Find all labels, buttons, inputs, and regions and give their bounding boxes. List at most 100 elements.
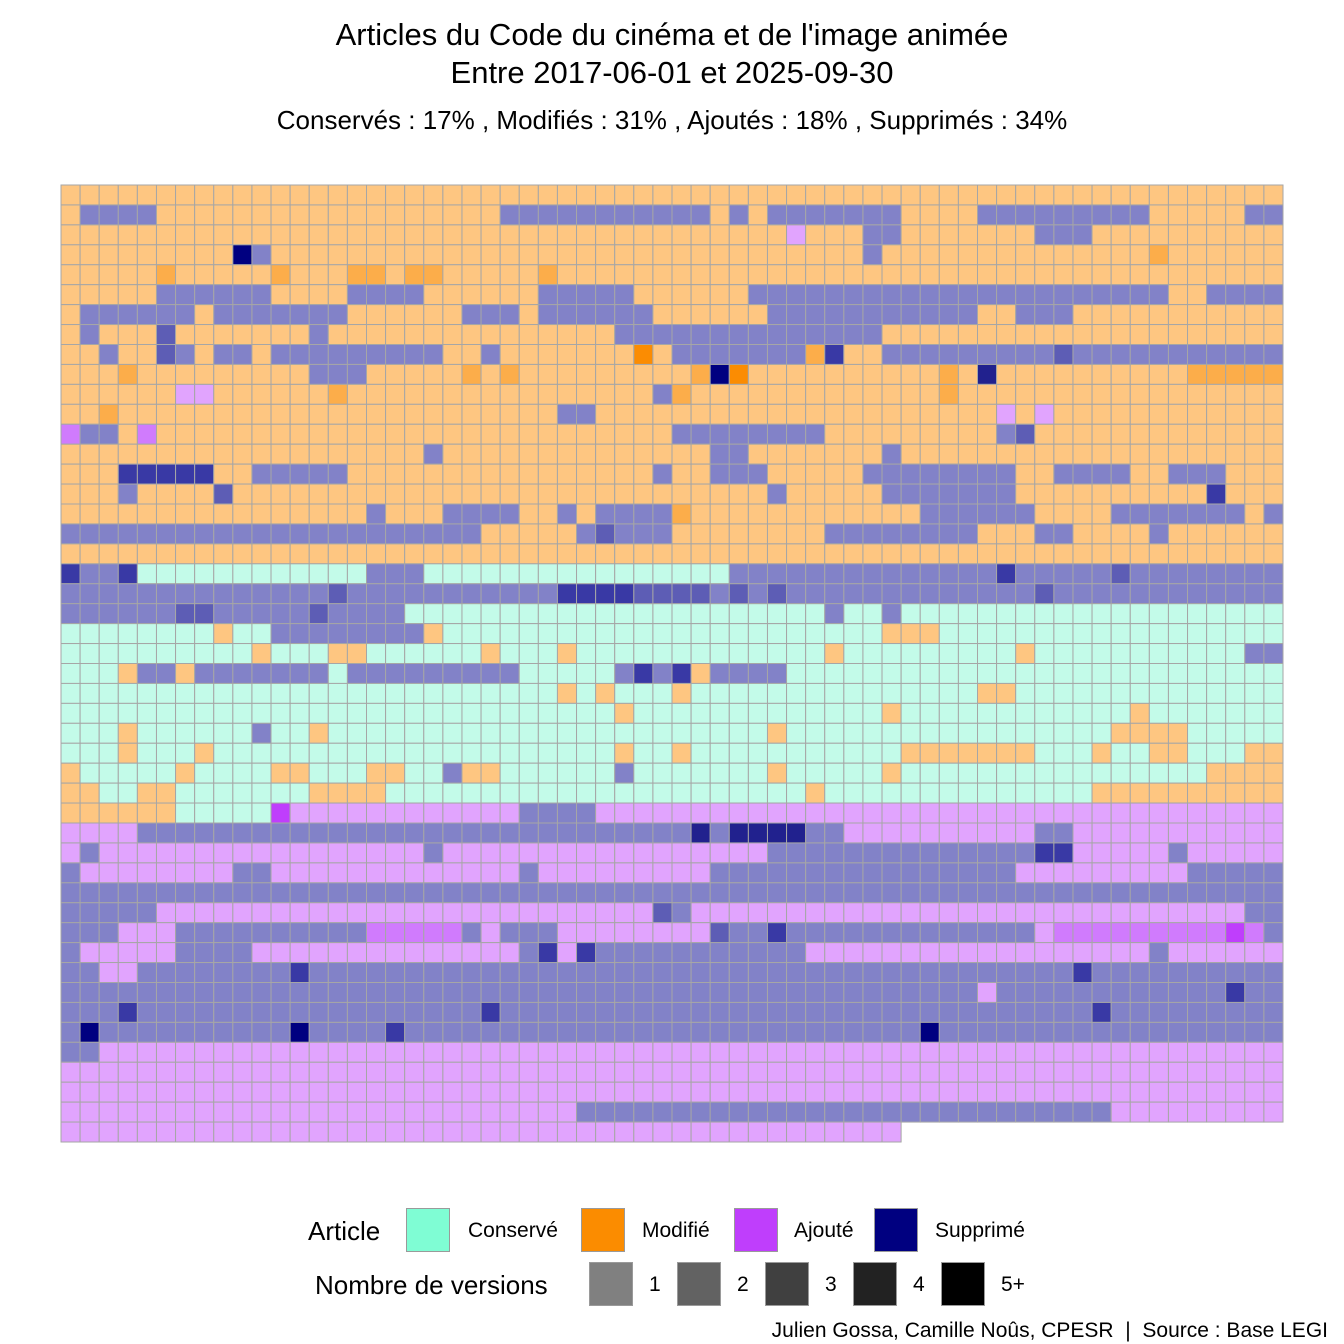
article-cell <box>385 962 406 983</box>
article-cell <box>709 742 730 764</box>
article-cell <box>900 902 921 924</box>
article-cell <box>366 842 387 864</box>
article-cell <box>786 603 807 625</box>
article-cell <box>366 324 387 345</box>
article-cell <box>900 782 921 804</box>
article-cell <box>79 822 100 844</box>
article-cell <box>576 284 597 306</box>
article-cell <box>1072 762 1093 784</box>
article-cell <box>919 184 940 206</box>
article-cell <box>1053 264 1074 286</box>
article-cell <box>862 982 883 1003</box>
article-cell <box>633 204 654 226</box>
article-cell <box>957 583 978 605</box>
article-cell <box>900 483 921 505</box>
article-cell <box>786 563 807 585</box>
article-cell <box>366 563 387 585</box>
article-cell <box>308 1041 329 1063</box>
article-cell <box>824 663 845 684</box>
article-cell <box>1148 403 1169 425</box>
article-cell <box>728 942 749 964</box>
article-cell <box>595 762 616 784</box>
article-cell <box>1225 344 1246 365</box>
article-cell <box>385 363 406 385</box>
article-cell <box>576 363 597 385</box>
article-cell <box>1110 663 1131 684</box>
article-cell <box>824 264 845 286</box>
article-cell <box>977 643 998 664</box>
article-cell <box>461 922 482 944</box>
article-cell <box>824 463 845 485</box>
article-cell <box>1015 324 1036 345</box>
article-cell <box>766 802 788 824</box>
article-cell <box>1206 702 1227 724</box>
article-cell <box>98 623 119 645</box>
article-cell <box>461 403 482 425</box>
article-cell <box>1110 982 1131 1003</box>
article-cell <box>480 1001 501 1023</box>
article-cell <box>346 324 368 345</box>
article-cell <box>270 942 291 964</box>
article-cell <box>843 224 864 246</box>
article-cell <box>919 264 940 286</box>
article-cell <box>232 802 253 824</box>
article-cell <box>232 583 253 605</box>
article-cell <box>919 423 940 445</box>
article-cell <box>614 1021 635 1043</box>
article-cell <box>938 284 959 306</box>
article-cell <box>194 902 215 924</box>
chart-title-line-1: Articles du Code du cinéma et de l'image… <box>335 17 1009 52</box>
article-cell <box>595 543 616 565</box>
article-cell <box>938 623 959 645</box>
article-cell <box>977 1021 998 1043</box>
article-cell <box>766 782 788 804</box>
article-cell <box>1072 802 1093 824</box>
article-cell <box>1148 643 1169 664</box>
article-cell <box>1187 702 1208 724</box>
article-cell <box>633 782 654 804</box>
article-cell <box>633 942 654 964</box>
article-cell <box>194 742 215 764</box>
article-cell <box>824 363 845 385</box>
article-cell <box>862 523 883 545</box>
article-cell <box>461 802 482 824</box>
article-cell <box>155 224 177 246</box>
article-cell <box>709 383 730 405</box>
article-cell <box>1072 184 1093 206</box>
article-cell <box>614 862 635 884</box>
article-cell <box>117 643 138 664</box>
article-cell <box>289 1101 310 1123</box>
article-cell <box>1225 244 1246 266</box>
article-cell <box>709 264 730 286</box>
article-cell <box>690 762 711 784</box>
article-cell <box>537 184 558 206</box>
article-cell <box>766 503 788 525</box>
article-cell <box>824 722 845 744</box>
article-cell <box>1034 682 1055 704</box>
article-cell <box>824 643 845 664</box>
article-cell <box>404 483 425 505</box>
article-cell <box>1129 962 1150 983</box>
article-cell <box>824 842 845 864</box>
article-cell <box>117 702 138 724</box>
article-cell <box>194 284 215 306</box>
article-cell <box>117 782 138 804</box>
article-cell <box>175 623 196 645</box>
article-cell <box>862 603 883 625</box>
article-cell <box>346 762 368 784</box>
article-cell <box>136 284 157 306</box>
article-cell <box>518 463 539 485</box>
article-cell <box>537 862 558 884</box>
article-cell <box>556 583 578 605</box>
article-cell <box>175 762 196 784</box>
article-cell <box>862 264 883 286</box>
article-cell <box>499 184 520 206</box>
article-cell <box>1015 962 1036 983</box>
article-cell <box>423 184 444 206</box>
article-cell <box>919 702 940 724</box>
article-cell <box>251 363 272 385</box>
article-cell <box>1167 722 1189 744</box>
article-cell <box>1263 244 1284 266</box>
article-cell <box>1015 563 1036 585</box>
article-cell <box>728 682 749 704</box>
